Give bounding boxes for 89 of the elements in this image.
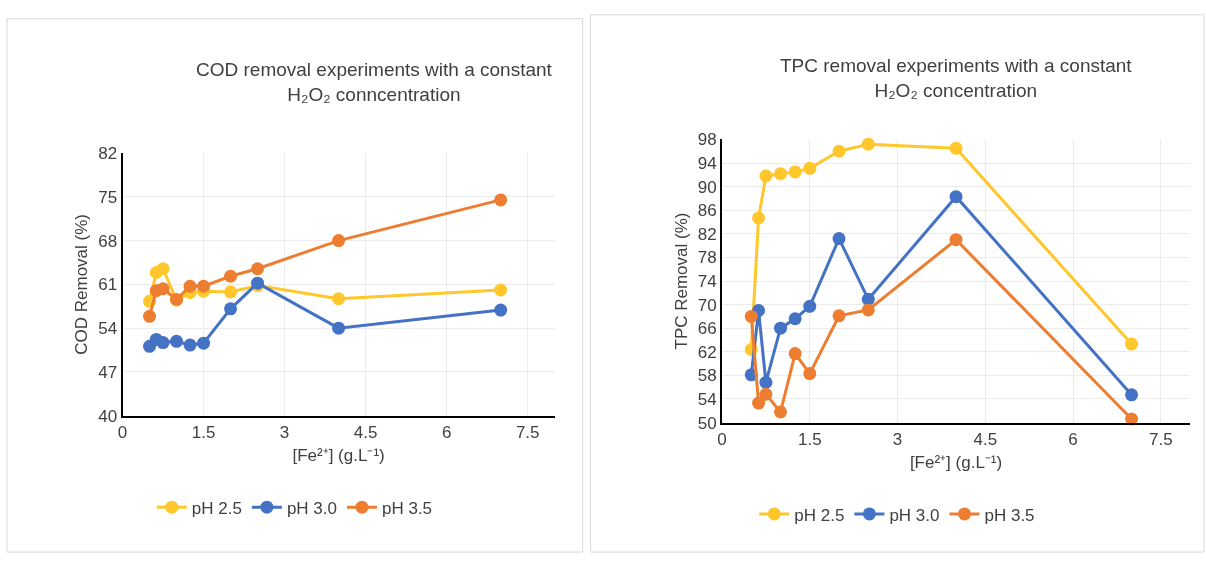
point: [1125, 388, 1139, 402]
y-tick-label: 82: [697, 224, 717, 244]
chart-title: TPC removal experiments with a constant H₂O₂ concentration: [780, 55, 1133, 101]
y-tick-label: 66: [697, 319, 717, 339]
y-tick-label: 98: [697, 130, 717, 150]
y-tick-label: 78: [697, 248, 717, 268]
y-tick-label: 54: [98, 319, 118, 339]
point: [224, 302, 238, 316]
point: [183, 338, 197, 352]
y-tick-label: 82: [98, 143, 118, 163]
point: [156, 262, 170, 276]
point: [744, 309, 758, 323]
y-tick-label: 47: [98, 362, 118, 382]
x-tick-label: 0: [717, 429, 727, 449]
point: [332, 292, 346, 306]
y-axis-title: TPC Removal (%): [671, 212, 691, 350]
y-tick-label: 62: [697, 342, 717, 362]
point: [224, 285, 238, 299]
point: [803, 299, 817, 313]
y-tick-label: 94: [697, 153, 717, 173]
y-tick-label: 58: [697, 366, 717, 386]
x-tick-label: 4.5: [353, 423, 378, 443]
point: [832, 144, 846, 158]
x-tick-label: 0: [117, 423, 128, 443]
point: [251, 262, 265, 276]
legend-label: pH 3.5: [381, 498, 433, 518]
point: [759, 375, 773, 389]
x-tick-label: 6: [441, 423, 452, 443]
x-tick-label: 4.5: [973, 429, 998, 449]
legend-label: pH 3.0: [286, 498, 337, 518]
x-tick-label: 1.5: [191, 423, 216, 443]
chart-title: COD removal experiments with a constant H₂O₂ conncentration: [196, 59, 553, 105]
x-tick-label: 3: [892, 429, 903, 449]
point: [156, 282, 170, 296]
point: [759, 169, 773, 183]
point: [788, 347, 802, 361]
point: [832, 232, 846, 246]
y-tick-label: 86: [697, 201, 717, 221]
point: [332, 321, 346, 335]
point: [861, 137, 875, 151]
x-axis-title: [Fe²⁺] (g.L⁻¹): [292, 446, 385, 466]
y-axis-title: COD Removal (%): [72, 214, 92, 355]
point: [224, 269, 238, 283]
legend-label: pH 3.5: [984, 505, 1035, 525]
y-tick-label: 70: [697, 295, 717, 315]
y-tick-label: 75: [98, 187, 118, 207]
point: [143, 309, 157, 323]
point: [803, 161, 817, 175]
point: [861, 292, 875, 306]
x-axis-title: [Fe²⁺] (g.L⁻¹): [909, 452, 1003, 472]
point: [949, 190, 963, 204]
x-tick-label: 6: [1068, 429, 1078, 449]
y-tick-label: 74: [697, 271, 717, 291]
point: [494, 193, 508, 207]
legend-label: pH 3.0: [889, 505, 940, 525]
x-tick-label: 7.5: [515, 423, 540, 443]
point: [752, 211, 766, 225]
point: [170, 334, 184, 348]
point: [788, 165, 802, 179]
point: [861, 303, 875, 317]
point: [752, 396, 766, 410]
point: [774, 321, 788, 335]
y-tick-label: 61: [98, 275, 118, 295]
point: [494, 303, 508, 317]
point: [332, 234, 346, 248]
point: [774, 405, 788, 419]
y-tick-label: 40: [98, 406, 118, 426]
legend-label: pH 2.5: [794, 505, 845, 525]
point: [197, 336, 211, 350]
point: [949, 233, 963, 247]
y-tick-label: 68: [98, 231, 118, 251]
point: [494, 283, 508, 297]
point: [197, 279, 211, 293]
point: [949, 141, 963, 155]
point: [156, 336, 170, 350]
x-tick-label: 7.5: [1148, 429, 1173, 449]
point: [803, 367, 817, 381]
point: [759, 387, 773, 401]
y-tick-label: 54: [697, 389, 717, 409]
point: [774, 167, 788, 181]
y-tick-label: 50: [697, 413, 717, 433]
point: [1125, 337, 1139, 351]
point: [183, 279, 197, 293]
point: [788, 312, 802, 326]
x-tick-label: 1.5: [797, 429, 822, 449]
x-tick-label: 3: [279, 423, 290, 443]
point: [832, 309, 846, 323]
legend-label: pH 2.5: [191, 498, 242, 518]
y-tick-label: 90: [697, 177, 717, 197]
